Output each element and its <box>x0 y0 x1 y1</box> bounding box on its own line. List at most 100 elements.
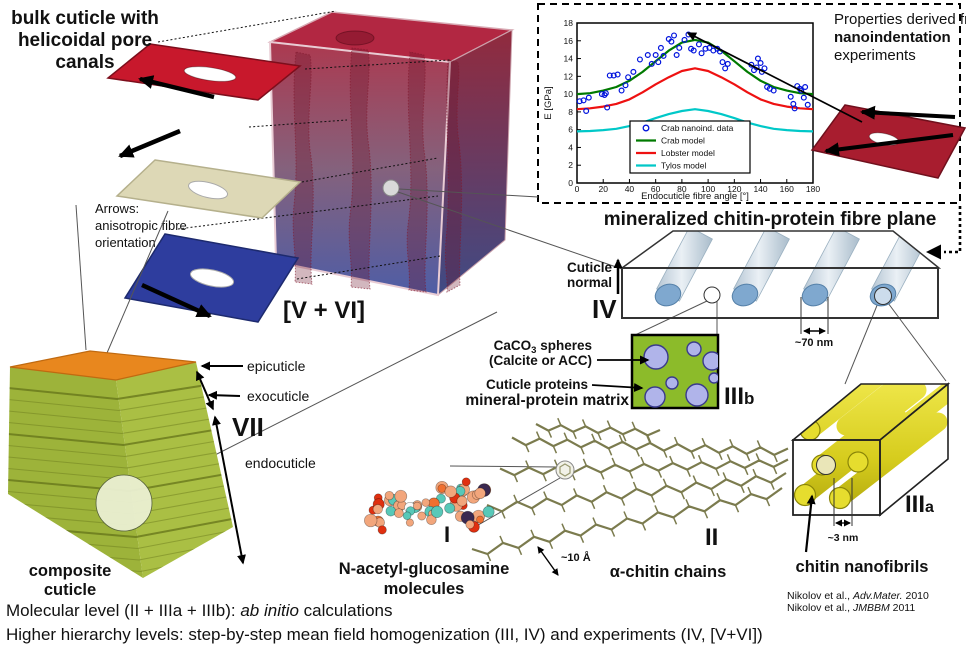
atom-sphere <box>394 508 404 519</box>
monomer-hexagon <box>559 463 571 477</box>
chain-side-group <box>646 435 651 444</box>
fibre-direction-arrow <box>141 282 212 319</box>
chain-side-group <box>692 475 697 483</box>
fibril-box-front <box>792 439 881 516</box>
scatter-point <box>757 59 764 66</box>
model-curve <box>576 67 814 111</box>
magnifier-circle-chain <box>816 455 836 475</box>
lamella-stripe <box>8 403 233 423</box>
magnifier-circle-monomer <box>555 460 575 480</box>
scatter-point <box>673 51 680 58</box>
scatter-point <box>791 105 798 112</box>
chain-side-group <box>563 432 568 440</box>
exocuticle-label: exocuticle <box>247 388 309 404</box>
chain-side-group <box>552 445 558 454</box>
scatter-point <box>671 32 678 39</box>
fibre-direction-arrow <box>824 133 954 157</box>
fibre-plane-iv: mineralized chitin-protein fibre plane ~… <box>567 209 942 349</box>
lamella-stripe <box>8 437 233 458</box>
scatter-point <box>604 104 611 111</box>
atom-sphere <box>482 505 495 518</box>
chain-side-group <box>740 485 745 494</box>
y-tick-label: 18 <box>564 18 574 28</box>
legend-label: Lobster model <box>661 148 715 158</box>
scatter-point <box>576 98 583 105</box>
nm3-label: ~3 nm <box>828 532 859 544</box>
nm70-label: ~70 nm <box>795 337 833 349</box>
fibre-direction-arrow <box>860 105 956 120</box>
atom-sphere <box>394 489 408 503</box>
cream-plate-hole <box>188 180 228 200</box>
caption-line-2: Higher hierarchy levels: step-by-step me… <box>6 625 763 644</box>
atom-sphere <box>421 498 431 507</box>
chain-side-group <box>573 488 578 496</box>
calcite-label: (Calcite or ACC) <box>489 353 592 368</box>
lamella-stripe <box>8 449 233 469</box>
x-axis-label: Endocuticle fibre angle [°] <box>641 191 749 202</box>
chain-side-group <box>640 456 645 465</box>
atom-sphere <box>385 505 397 517</box>
chain-side-group <box>499 535 504 544</box>
legend-label: Crab model <box>661 136 705 146</box>
scatter-point <box>668 38 675 45</box>
chain-side-group <box>686 469 691 477</box>
scatter-point <box>698 50 705 57</box>
atom-sphere <box>474 487 486 500</box>
chain-side-group <box>572 431 577 440</box>
chain-side-group <box>718 452 723 461</box>
legend-label: Tylos model <box>661 161 706 171</box>
chain-side-group <box>618 434 624 443</box>
chain-side-group <box>722 472 727 480</box>
x-tick-label: 140 <box>753 184 767 194</box>
atom-sphere <box>444 502 456 514</box>
legend-label: Crab nanoind. data <box>661 123 734 133</box>
chain-side-group <box>734 504 740 513</box>
y-tick-label: 0 <box>568 178 573 188</box>
scatter-point <box>636 56 643 63</box>
chain-side-group <box>579 535 585 543</box>
nacetyl-label: N-acetyl-glucosamine <box>339 560 510 578</box>
level-iiib-label: IIIb <box>724 383 754 410</box>
chain-side-group <box>607 448 613 456</box>
atom-sphere <box>377 525 387 535</box>
atom-sphere <box>412 501 422 511</box>
x-tick-label: 160 <box>780 184 794 194</box>
atom-sphere <box>364 513 378 528</box>
plot-axes: 0 20 40 60 80 100 120 140 160 180 0 2 4 6 8 10 12 14 16 18 <box>564 18 821 194</box>
atom-sphere <box>476 515 485 524</box>
arrows-note: orientation <box>95 235 156 250</box>
scatter-point <box>585 94 592 101</box>
x-tick-label: 120 <box>727 184 741 194</box>
fibre-direction-arrow <box>138 75 215 100</box>
plane-front-face <box>621 267 939 319</box>
chain-side-group <box>597 432 602 441</box>
composite-cuticle-label: composite <box>29 562 112 580</box>
bulk-cuticle-3d-box <box>267 11 515 297</box>
chain-side-group <box>530 529 535 538</box>
level-ii-label: II <box>705 524 718 551</box>
properties-note: nanoindentation <box>834 29 951 46</box>
chain-side-group <box>486 553 492 562</box>
composite-cuticle-label: cuticle <box>44 581 96 599</box>
epicuticle-top-face <box>9 350 197 381</box>
chain-side-group <box>752 468 757 477</box>
chain-side-group <box>680 491 686 500</box>
endocuticle-label: endocuticle <box>245 455 316 471</box>
chain-side-group <box>631 421 636 430</box>
chain-side-group <box>685 499 690 507</box>
chain-side-group <box>716 492 721 501</box>
x-tick-label: 60 <box>651 184 661 194</box>
chain-side-group <box>548 541 554 550</box>
panel-to-plane-dotted-arrow <box>944 206 962 254</box>
lamella-stripe <box>8 380 233 401</box>
x-tick-label: 20 <box>598 184 608 194</box>
scatter-point <box>719 59 726 66</box>
y-tick-label: 16 <box>564 36 574 46</box>
magnifier-circle-matrix <box>703 286 721 304</box>
chain-side-group <box>581 419 587 427</box>
lamella-stripe <box>8 391 233 412</box>
atom-sphere <box>430 505 444 518</box>
chain-side-group <box>663 450 668 458</box>
scatter-point <box>657 44 664 51</box>
composite-cuticle-vii: epicuticle exocuticle VII endocuticle co… <box>8 350 316 599</box>
